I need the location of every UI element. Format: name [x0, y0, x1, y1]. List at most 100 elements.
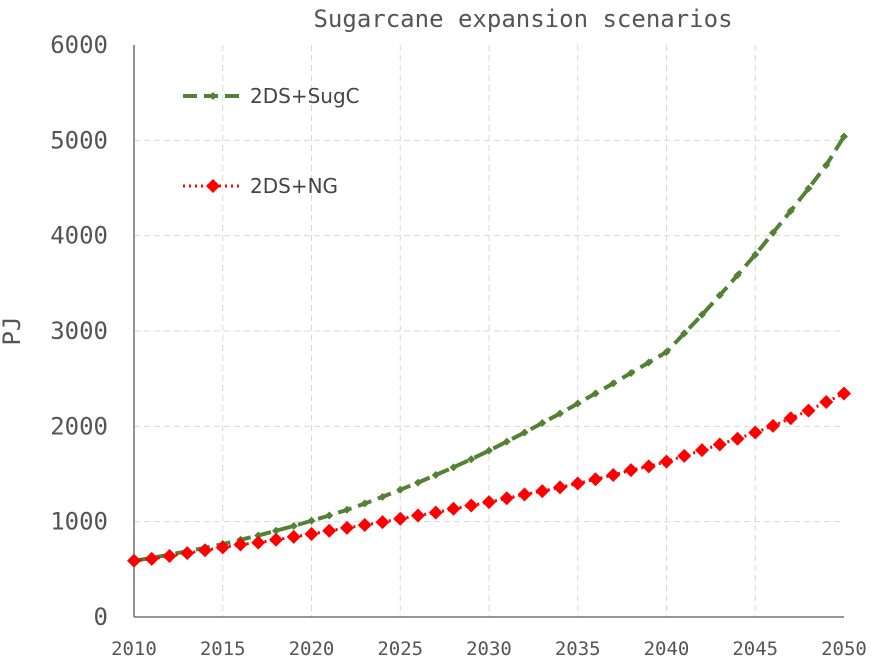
- data-point: [659, 454, 674, 469]
- data-point: [801, 403, 816, 418]
- data-point: [343, 505, 351, 514]
- data-point: [783, 411, 798, 426]
- data-point: [553, 480, 567, 495]
- data-point: [340, 520, 354, 535]
- y-tick-label: 0: [94, 603, 108, 631]
- data-point: [730, 431, 745, 446]
- x-tick-label: 2025: [377, 638, 423, 660]
- legend: 2DS+SugC 2DS+NG: [183, 84, 360, 198]
- grid-lines: [134, 45, 844, 617]
- data-point: [449, 463, 458, 472]
- data-point: [180, 546, 195, 561]
- data-point: [378, 492, 387, 501]
- data-point: [715, 291, 724, 300]
- chart-title: Sugarcane expansion scenarios: [313, 5, 732, 33]
- data-point: [464, 498, 479, 513]
- data-point: [322, 523, 337, 538]
- data-point: [591, 389, 600, 398]
- x-tick-label: 2040: [644, 638, 690, 660]
- data-point: [446, 501, 461, 516]
- x-tick-label: 2030: [466, 638, 512, 660]
- data-point: [573, 399, 582, 408]
- data-point: [588, 472, 603, 487]
- data-point: [251, 535, 266, 550]
- data-point: [286, 529, 301, 544]
- data-point: [556, 409, 564, 418]
- data-point: [766, 418, 780, 433]
- y-tick-label: 6000: [50, 31, 108, 59]
- data-point: [304, 527, 319, 542]
- data-point: [144, 551, 159, 566]
- legend-marker-2: [206, 179, 220, 193]
- data-point: [127, 553, 141, 568]
- data-point: [804, 184, 813, 193]
- data-point: [393, 511, 408, 526]
- data-point: [499, 491, 514, 506]
- data-point: [538, 418, 547, 427]
- y-tick-label: 5000: [50, 126, 108, 154]
- data-point: [375, 515, 390, 530]
- data-point: [414, 478, 422, 487]
- data-point: [431, 470, 440, 479]
- data-point: [698, 310, 706, 319]
- data-point: [307, 516, 316, 525]
- data-point: [606, 467, 621, 482]
- data-point: [680, 329, 689, 338]
- data-point: [215, 540, 230, 555]
- data-point: [289, 521, 298, 530]
- data-point: [485, 446, 493, 455]
- data-point: [396, 485, 405, 494]
- data-point: [272, 526, 280, 535]
- data-point: [254, 531, 263, 540]
- data-point: [357, 518, 372, 533]
- data-point: [570, 476, 585, 491]
- data-point: [662, 347, 671, 356]
- data-point: [198, 543, 212, 558]
- data-point: [748, 425, 763, 440]
- data-point: [233, 537, 248, 552]
- axes: [133, 45, 844, 618]
- data-series: [127, 132, 851, 568]
- data-point: [819, 395, 834, 410]
- data-point: [162, 548, 177, 563]
- series-line-1: [133, 135, 846, 563]
- data-point: [840, 132, 848, 141]
- y-tick-label: 2000: [50, 412, 108, 440]
- x-tick-label: 2010: [111, 638, 157, 660]
- x-tick-label: 2035: [555, 638, 601, 660]
- data-point: [520, 428, 529, 437]
- legend-label-1: 2DS+SugC: [250, 84, 360, 108]
- data-point: [411, 508, 425, 523]
- x-tick-label: 2050: [821, 638, 867, 660]
- data-point: [609, 379, 618, 388]
- data-point: [786, 206, 795, 215]
- data-point: [535, 484, 550, 499]
- legend-label-2: 2DS+NG: [250, 174, 338, 198]
- y-tick-label: 3000: [50, 317, 108, 345]
- tick-labels: 0 1000 2000 3000 4000 5000 6000 2010 2015 2020 202…: [50, 31, 867, 660]
- data-point: [733, 271, 742, 280]
- data-point: [751, 250, 760, 259]
- data-point: [822, 161, 831, 170]
- data-point: [360, 499, 369, 508]
- data-point: [837, 386, 851, 401]
- data-point: [502, 437, 511, 446]
- data-point: [517, 487, 532, 502]
- data-point: [712, 437, 727, 452]
- y-tick-label: 4000: [50, 222, 108, 250]
- data-point: [641, 459, 656, 474]
- data-point: [695, 443, 709, 458]
- y-axis-label: PJ: [0, 317, 26, 346]
- data-point: [325, 511, 334, 520]
- data-point: [644, 358, 653, 367]
- data-point: [467, 455, 476, 464]
- legend-marker-1: [209, 92, 217, 100]
- data-point: [269, 532, 283, 547]
- data-point: [677, 448, 692, 463]
- x-tick-label: 2015: [200, 638, 246, 660]
- data-point: [627, 368, 635, 377]
- data-point: [428, 505, 443, 520]
- data-point: [482, 495, 496, 510]
- x-tick-label: 2020: [289, 638, 335, 660]
